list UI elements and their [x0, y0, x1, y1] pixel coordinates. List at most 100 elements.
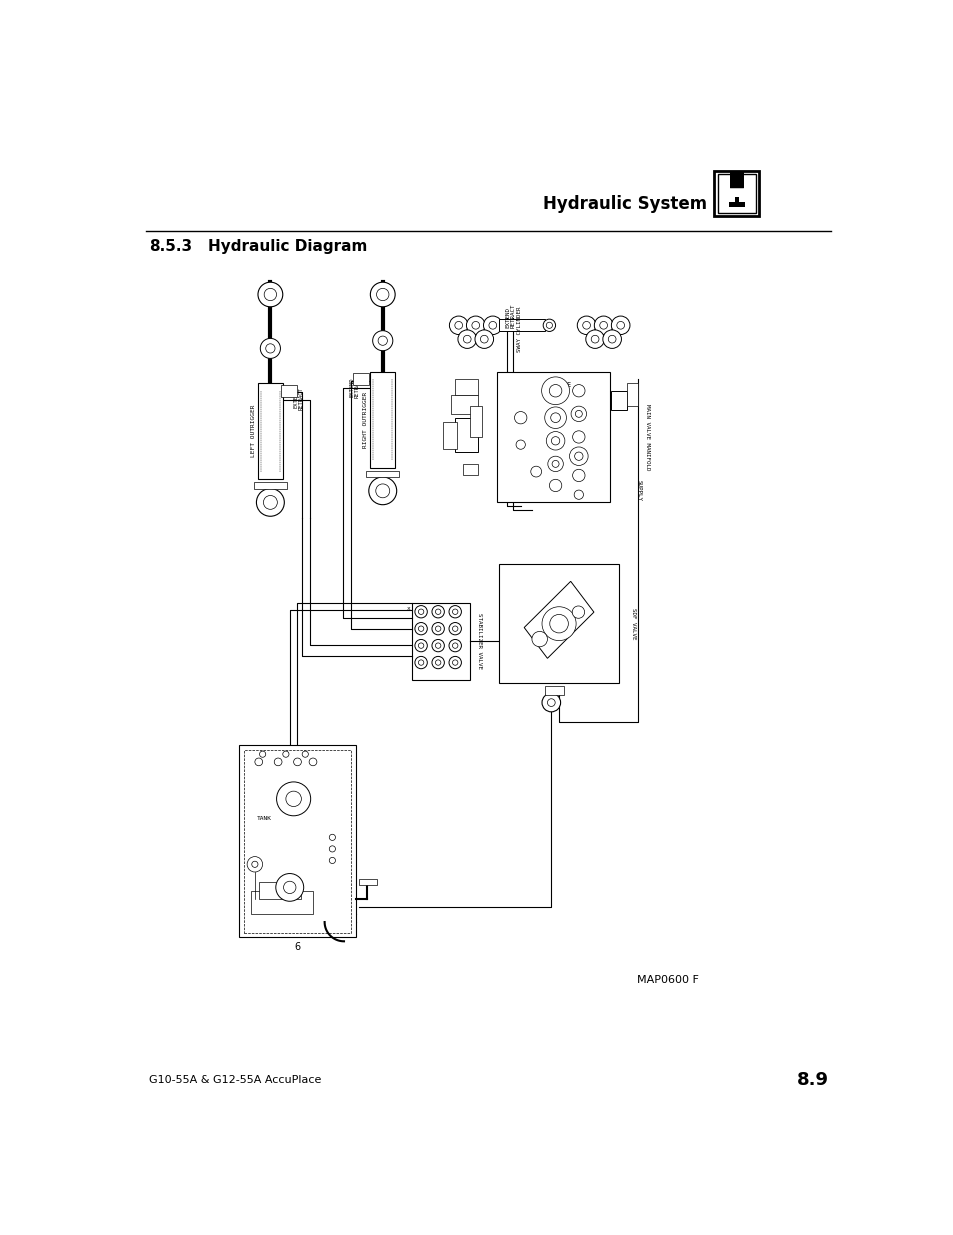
Circle shape — [260, 338, 280, 358]
Circle shape — [449, 622, 461, 635]
Text: LEFT OUTRIGGER: LEFT OUTRIGGER — [251, 405, 255, 457]
Bar — [281, 384, 296, 396]
Text: TANK: TANK — [256, 815, 272, 820]
Circle shape — [514, 411, 526, 424]
Circle shape — [541, 693, 560, 711]
Circle shape — [546, 431, 564, 450]
Circle shape — [546, 322, 552, 329]
Circle shape — [608, 336, 616, 343]
Circle shape — [432, 622, 444, 635]
Circle shape — [452, 626, 457, 631]
Bar — [443, 421, 456, 448]
Circle shape — [599, 321, 607, 330]
Circle shape — [432, 605, 444, 618]
Circle shape — [274, 758, 282, 766]
Text: EXTEND: EXTEND — [294, 389, 298, 409]
Bar — [257, 383, 282, 479]
Circle shape — [329, 846, 335, 852]
Circle shape — [449, 640, 461, 652]
Circle shape — [418, 643, 423, 648]
Circle shape — [551, 437, 559, 445]
Circle shape — [257, 282, 282, 306]
Text: x: x — [406, 606, 410, 611]
Circle shape — [435, 626, 440, 631]
Circle shape — [488, 321, 497, 330]
Circle shape — [549, 479, 561, 492]
Circle shape — [532, 631, 547, 647]
Text: MAP0600 F: MAP0600 F — [637, 974, 699, 984]
Circle shape — [282, 751, 289, 757]
Circle shape — [377, 336, 387, 346]
Circle shape — [572, 469, 584, 482]
Circle shape — [252, 861, 257, 867]
Circle shape — [302, 751, 308, 757]
Circle shape — [415, 605, 427, 618]
Circle shape — [466, 316, 484, 335]
Circle shape — [550, 412, 559, 422]
Circle shape — [415, 656, 427, 668]
Circle shape — [594, 316, 612, 335]
Bar — [455, 417, 477, 452]
Circle shape — [541, 606, 576, 641]
Text: RETRACT: RETRACT — [298, 387, 303, 410]
Text: E: E — [566, 383, 570, 388]
Bar — [626, 383, 638, 406]
Text: Hydraulic Diagram: Hydraulic Diagram — [208, 240, 367, 254]
Text: SWAY CYLINDER: SWAY CYLINDER — [517, 306, 521, 352]
Circle shape — [591, 336, 598, 343]
Circle shape — [585, 330, 604, 348]
Bar — [353, 373, 369, 385]
Circle shape — [541, 377, 569, 405]
Circle shape — [480, 336, 488, 343]
Circle shape — [418, 659, 423, 666]
Circle shape — [286, 792, 301, 806]
Circle shape — [264, 288, 276, 300]
Text: MAIN VALVE MANIFOLD: MAIN VALVE MANIFOLD — [644, 404, 649, 471]
Circle shape — [572, 606, 584, 619]
Bar — [498, 564, 618, 683]
Circle shape — [275, 873, 303, 902]
Text: RIGHT OUTRIGGER: RIGHT OUTRIGGER — [363, 391, 368, 448]
Circle shape — [574, 452, 582, 461]
Bar — [735, 175, 738, 182]
Circle shape — [254, 758, 262, 766]
Circle shape — [435, 659, 440, 666]
Circle shape — [375, 484, 390, 498]
Circle shape — [449, 656, 461, 668]
Circle shape — [457, 330, 476, 348]
Bar — [462, 464, 477, 475]
Bar — [470, 406, 481, 437]
Circle shape — [544, 406, 566, 429]
Circle shape — [266, 343, 274, 353]
Circle shape — [329, 835, 335, 841]
Circle shape — [574, 490, 583, 499]
Circle shape — [547, 456, 562, 472]
Circle shape — [276, 782, 311, 816]
Circle shape — [571, 406, 586, 421]
Bar — [734, 198, 739, 204]
Circle shape — [549, 384, 561, 396]
Circle shape — [283, 882, 295, 894]
Bar — [498, 319, 545, 331]
Circle shape — [569, 447, 587, 466]
Circle shape — [369, 477, 396, 505]
Circle shape — [530, 466, 541, 477]
Polygon shape — [729, 184, 743, 188]
Circle shape — [256, 489, 284, 516]
Circle shape — [449, 316, 468, 335]
Circle shape — [415, 622, 427, 635]
Text: SDF VALVE: SDF VALVE — [630, 608, 635, 640]
Circle shape — [418, 626, 423, 631]
Circle shape — [418, 609, 423, 615]
Bar — [244, 750, 351, 932]
Bar — [370, 372, 395, 468]
Circle shape — [435, 609, 440, 615]
Bar — [253, 483, 286, 489]
Bar — [544, 685, 564, 695]
Circle shape — [452, 643, 457, 648]
Circle shape — [309, 758, 316, 766]
Text: 8.9: 8.9 — [797, 1071, 828, 1089]
Bar — [251, 892, 313, 914]
Circle shape — [449, 605, 461, 618]
Circle shape — [552, 461, 558, 467]
